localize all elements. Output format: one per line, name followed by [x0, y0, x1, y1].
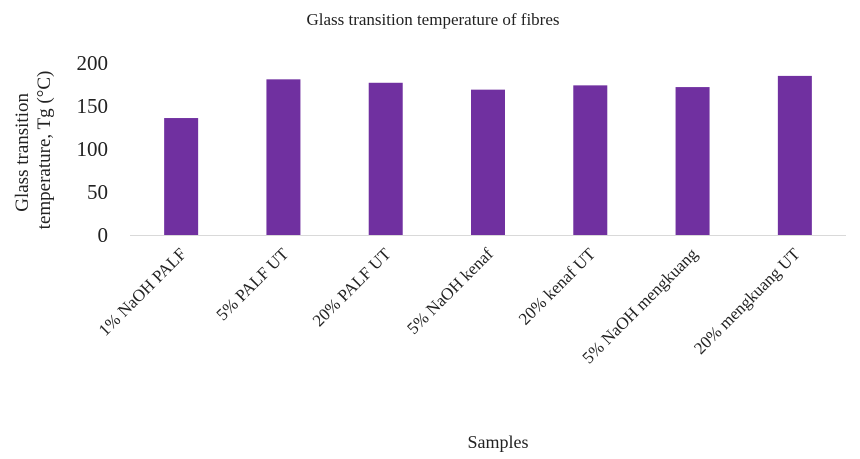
y-axis-label-line-1: Glass transition: [12, 93, 33, 212]
y-tick-label-1: 50: [87, 180, 108, 204]
x-tick-label-4: 20% kenaf UT: [515, 244, 600, 329]
bar-0: [164, 118, 199, 235]
bar-2: [368, 82, 403, 235]
chart-title: Glass transition temperature of fibres: [306, 10, 559, 29]
y-tick-label-0: 0: [98, 223, 109, 247]
x-tick-label-0: 1% NaOH PALF: [95, 244, 190, 339]
x-axis-label: Samples: [468, 432, 529, 452]
x-tick-label-6: 20% mengkuang UT: [690, 244, 804, 358]
bars: [164, 75, 812, 236]
x-tick-label-2: 20% PALF UT: [309, 244, 395, 330]
bar-6: [777, 75, 812, 236]
y-tick-label-4: 200: [77, 51, 109, 75]
x-tick-label-3: 5% NaOH kenaf: [403, 244, 497, 338]
y-axis-label: Glass transition temperature, Tg (°C): [12, 71, 55, 230]
bar-1: [266, 79, 301, 235]
y-tick-label-2: 100: [77, 137, 109, 161]
bar-5: [675, 87, 710, 235]
y-axis-ticks: 0 50 100 150 200: [77, 51, 109, 247]
x-axis-ticks: 1% NaOH PALF 5% PALF UT 20% PALF UT 5% NaOH…: [95, 244, 804, 367]
bar-3: [471, 89, 505, 235]
x-tick-label-5: 5% NaOH mengkuang: [578, 244, 701, 367]
y-axis-label-line-2: temperature, Tg (°C): [34, 71, 55, 230]
y-tick-label-3: 150: [77, 94, 109, 118]
x-tick-label-1: 5% PALF UT: [212, 244, 292, 324]
bar-4: [573, 85, 608, 235]
